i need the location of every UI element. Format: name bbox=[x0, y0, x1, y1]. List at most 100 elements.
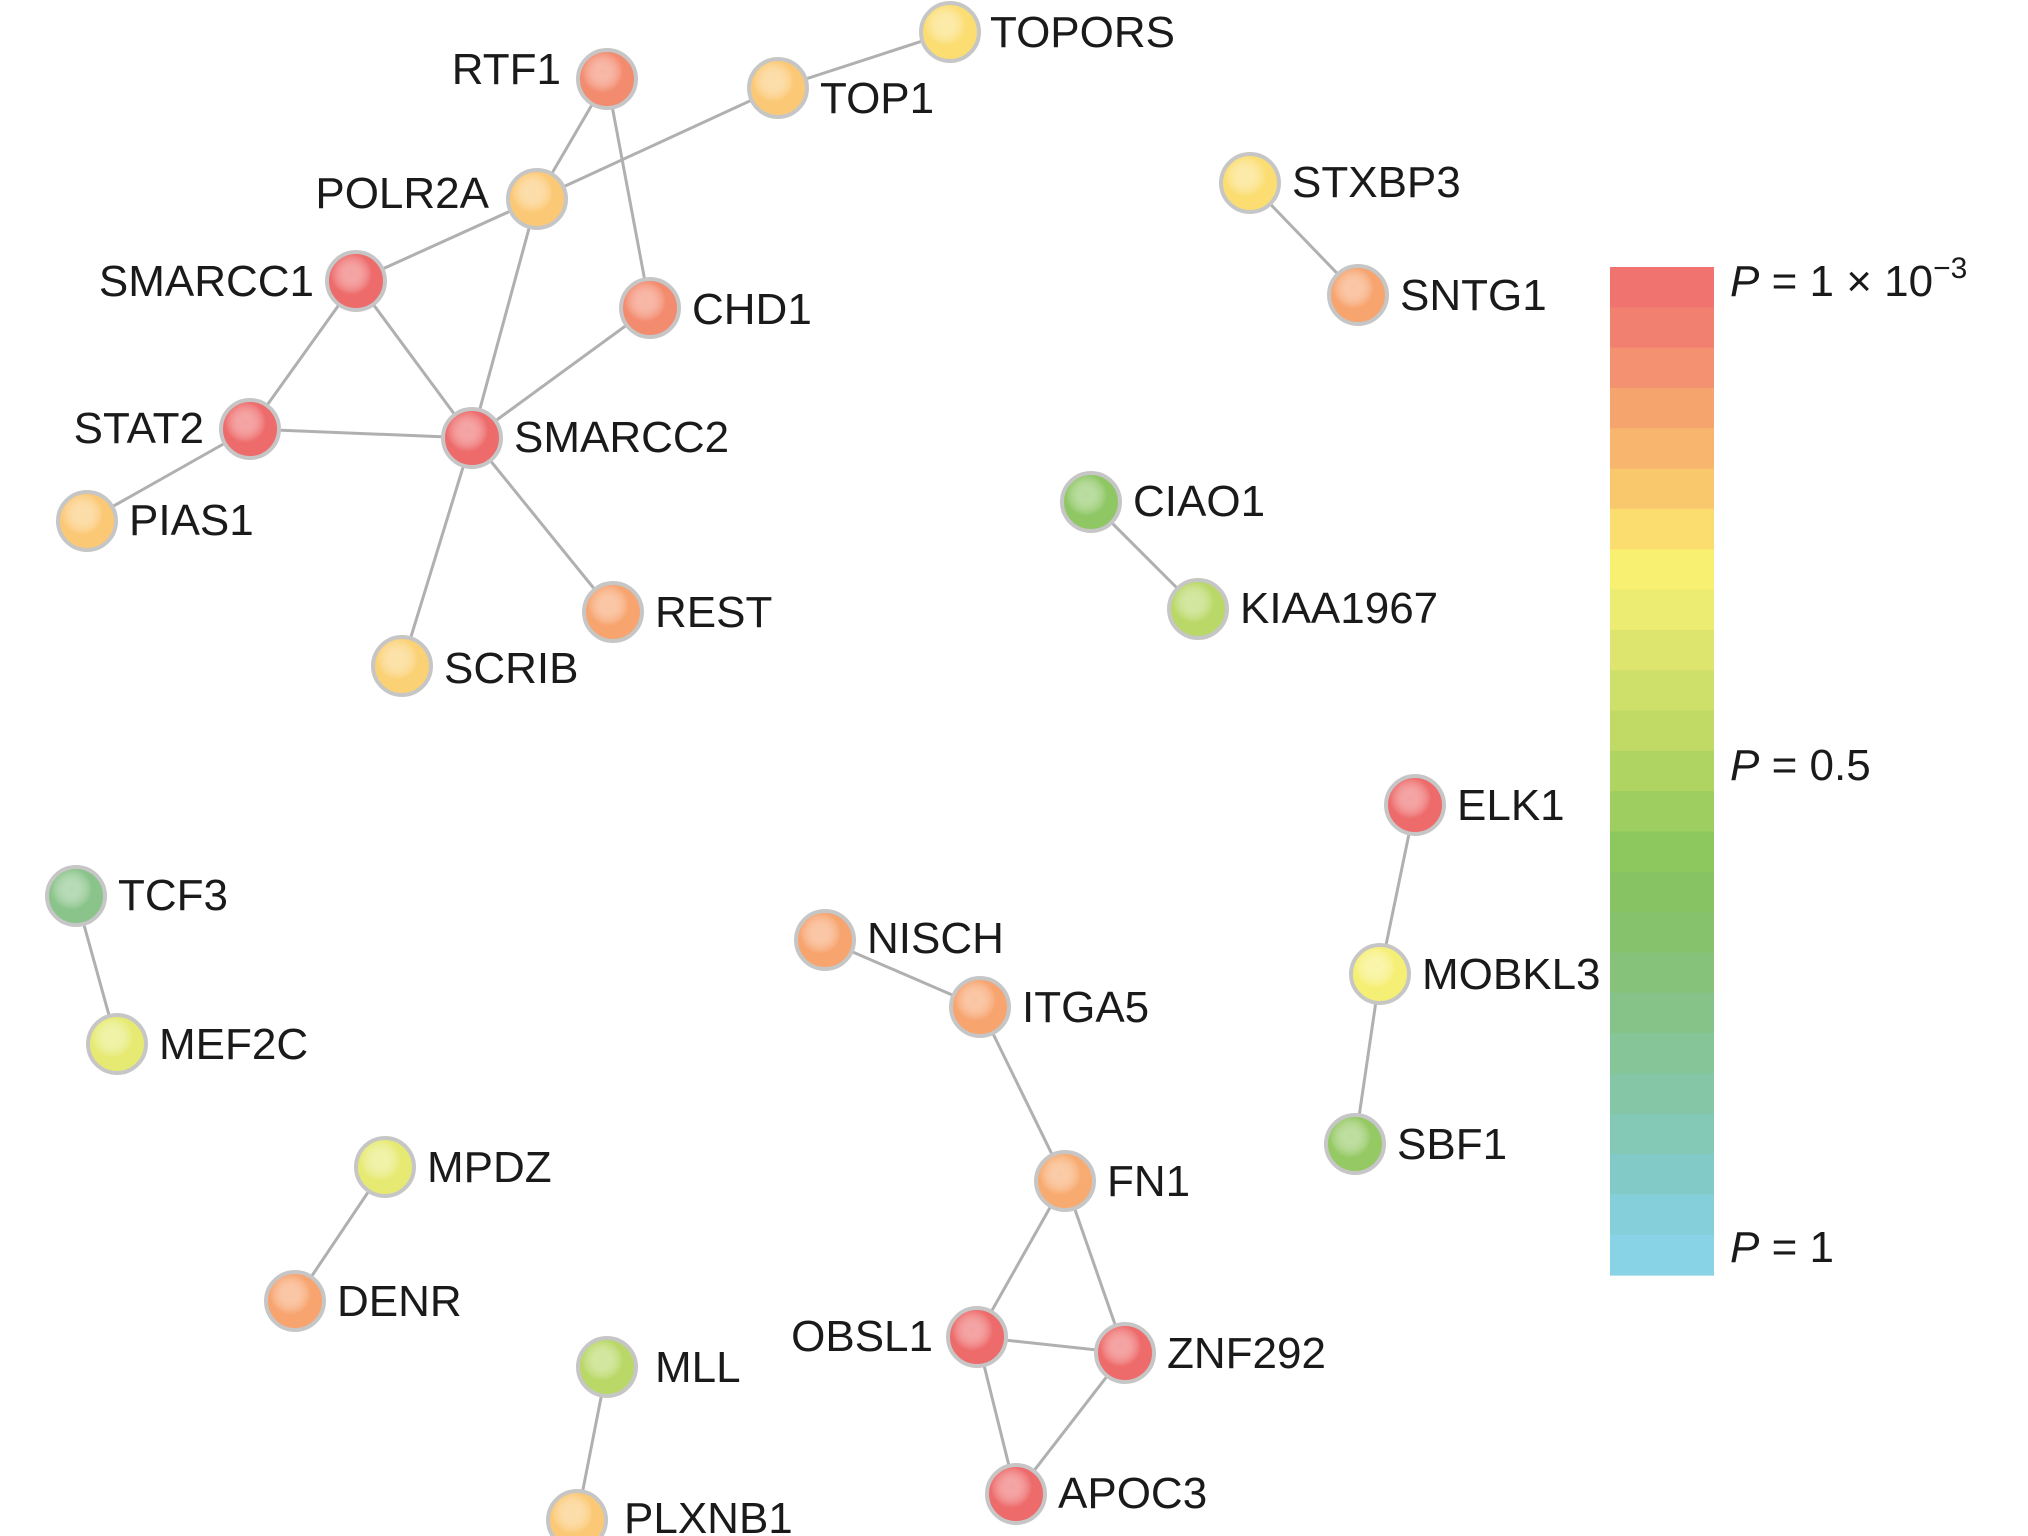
node-stxbp3: STXBP3 bbox=[1219, 152, 1461, 214]
colorbar-band bbox=[1610, 589, 1714, 631]
node-circle-shading bbox=[1327, 264, 1389, 326]
legend-mid-rest: = 0.5 bbox=[1759, 741, 1870, 790]
node-circle-shading bbox=[86, 1013, 148, 1075]
node-circle-shading bbox=[576, 1336, 638, 1398]
edge-smarcc1-smarcc2 bbox=[354, 280, 474, 439]
colorbar-band bbox=[1610, 387, 1714, 429]
node-circle-shading bbox=[794, 909, 856, 971]
edge-smarcc2-rest bbox=[470, 437, 615, 613]
node-top1: TOP1 bbox=[747, 57, 934, 123]
node-circle-shading bbox=[219, 398, 281, 460]
node-label: DENR bbox=[337, 1277, 462, 1326]
node-sbf1: SBF1 bbox=[1324, 1113, 1507, 1175]
node-denr: DENR bbox=[264, 1270, 462, 1332]
node-circle-shading bbox=[949, 976, 1011, 1038]
colorbar-band bbox=[1610, 307, 1714, 349]
node-mobkl3: MOBKL3 bbox=[1349, 943, 1601, 1005]
colorbar-band bbox=[1610, 629, 1714, 671]
colorbar-band bbox=[1610, 750, 1714, 792]
legend-top-label: P = 1 × 10−3 bbox=[1730, 252, 1967, 306]
node-label: PIAS1 bbox=[129, 496, 254, 545]
node-pias1: PIAS1 bbox=[56, 490, 254, 552]
node-label: FN1 bbox=[1107, 1157, 1190, 1206]
node-label: POLR2A bbox=[315, 169, 489, 218]
node-circle-shading bbox=[546, 1489, 608, 1536]
node-label: SMARCC2 bbox=[514, 413, 729, 462]
legend-bottom-var: P bbox=[1730, 1223, 1760, 1272]
colorbar-band bbox=[1610, 428, 1714, 470]
node-label: MPDZ bbox=[427, 1143, 552, 1192]
node-label: STXBP3 bbox=[1292, 158, 1461, 207]
node-elk1: ELK1 bbox=[1384, 774, 1565, 836]
node-label: MOBKL3 bbox=[1422, 950, 1601, 999]
node-itga5: ITGA5 bbox=[949, 976, 1149, 1038]
node-stat2: STAT2 bbox=[74, 398, 281, 460]
node-circle-shading bbox=[1034, 1150, 1096, 1212]
node-znf292: ZNF292 bbox=[1094, 1322, 1326, 1384]
colorbar bbox=[1610, 267, 1714, 1276]
colorbar-band bbox=[1610, 1113, 1714, 1155]
node-label: APOC3 bbox=[1058, 1469, 1207, 1518]
node-circle-shading bbox=[576, 48, 638, 110]
legend-bottom-label: P = 1 bbox=[1730, 1223, 1834, 1272]
node-label: MLL bbox=[655, 1343, 741, 1392]
node-circle-shading bbox=[371, 635, 433, 697]
node-label: SCRIB bbox=[444, 644, 578, 693]
edge-rtf1-chd1 bbox=[605, 78, 652, 309]
colorbar-band bbox=[1610, 1033, 1714, 1074]
colorbar-band bbox=[1610, 831, 1714, 873]
node-circle-shading bbox=[1060, 471, 1122, 533]
colorbar-band bbox=[1610, 468, 1714, 510]
colorbar-band bbox=[1610, 710, 1714, 752]
node-label: TCF3 bbox=[118, 871, 228, 920]
node-circle-shading bbox=[1219, 152, 1281, 214]
node-label: PLXNB1 bbox=[624, 1494, 793, 1536]
node-circle-shading bbox=[582, 581, 644, 643]
node-fn1: FN1 bbox=[1034, 1150, 1190, 1212]
node-circle-shading bbox=[1094, 1322, 1156, 1384]
edge-stat2-smarcc2 bbox=[249, 427, 473, 440]
node-mll: MLL bbox=[576, 1336, 741, 1398]
node-chd1: CHD1 bbox=[619, 277, 812, 339]
node-label: SNTG1 bbox=[1400, 271, 1547, 320]
node-label: ELK1 bbox=[1457, 781, 1565, 830]
colorbar-band bbox=[1610, 992, 1714, 1034]
node-label: CHD1 bbox=[692, 285, 812, 334]
node-obsl1: OBSL1 bbox=[791, 1306, 1008, 1368]
colorbar-band bbox=[1610, 791, 1714, 833]
edge-itga5-fn1 bbox=[978, 1006, 1067, 1182]
colorbar-band bbox=[1610, 1194, 1714, 1236]
node-circle-shading bbox=[946, 1306, 1008, 1368]
edge-smarcc2-scrib bbox=[400, 437, 474, 667]
node-label: TOPORS bbox=[990, 8, 1175, 57]
node-rest: REST bbox=[582, 581, 772, 643]
legend-bottom-rest: = 1 bbox=[1759, 1223, 1834, 1272]
legend-top-var: P bbox=[1730, 257, 1760, 306]
colorbar-band bbox=[1610, 952, 1714, 994]
node-nisch: NISCH bbox=[794, 909, 1004, 971]
legend-top-exponent: −3 bbox=[1933, 252, 1967, 285]
node-circle-shading bbox=[1324, 1113, 1386, 1175]
node-label: OBSL1 bbox=[791, 1312, 933, 1361]
node-polr2a: POLR2A bbox=[315, 168, 568, 230]
edge-stat2-pias1 bbox=[86, 427, 251, 523]
node-label: NISCH bbox=[867, 914, 1004, 963]
node-topors: TOPORS bbox=[919, 1, 1175, 63]
node-sntg1: SNTG1 bbox=[1327, 264, 1547, 326]
node-circle-shading bbox=[325, 250, 387, 312]
colorbar-band bbox=[1610, 1073, 1714, 1115]
node-mef2c: MEF2C bbox=[86, 1013, 308, 1075]
colorbar-band bbox=[1610, 1234, 1714, 1276]
legend-mid-label: P = 0.5 bbox=[1730, 741, 1871, 790]
colorbar-band bbox=[1610, 549, 1714, 591]
node-circle-shading bbox=[1349, 943, 1411, 1005]
node-circle-shading bbox=[1167, 578, 1229, 640]
node-circle-shading bbox=[919, 1, 981, 63]
node-circle-shading bbox=[985, 1463, 1047, 1525]
node-label: RTF1 bbox=[452, 45, 561, 94]
node-label: REST bbox=[655, 588, 772, 637]
colorbar-band bbox=[1610, 347, 1714, 389]
edge-top1-polr2a bbox=[536, 86, 779, 201]
